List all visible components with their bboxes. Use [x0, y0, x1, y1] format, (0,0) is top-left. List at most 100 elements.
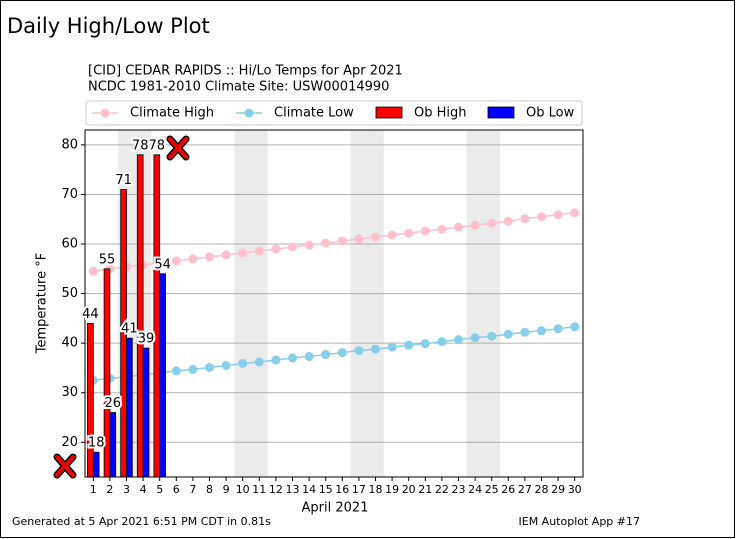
axes-frame — [84, 129, 584, 478]
legend-label: Ob Low — [526, 106, 575, 121]
point — [470, 220, 480, 230]
point — [387, 230, 397, 240]
point — [304, 240, 314, 250]
legend-items: Climate High Climate Low Ob High Ob Low — [92, 106, 575, 121]
y-tick-label: 80 — [61, 137, 78, 152]
point — [171, 256, 181, 266]
point — [387, 342, 397, 352]
x-tick-label: 14 — [302, 483, 316, 496]
legend-swatch — [375, 106, 403, 119]
x-tick-label: 10 — [236, 483, 250, 496]
point — [337, 236, 347, 246]
x-tick-label: 30 — [568, 483, 582, 496]
point — [271, 355, 281, 365]
chart-subtitle: NCDC 1981-2010 Climate Site: USW00014990 — [88, 80, 389, 95]
point — [321, 350, 331, 360]
point — [553, 324, 563, 334]
x-tick-label: 4 — [140, 483, 147, 496]
value-label: 54 — [154, 257, 171, 272]
point — [537, 326, 546, 336]
bar — [136, 154, 144, 478]
point — [288, 353, 297, 363]
point — [487, 218, 497, 228]
point — [171, 366, 181, 376]
x-tick-label: 27 — [518, 483, 532, 496]
point — [520, 214, 530, 224]
point — [553, 210, 563, 220]
bar — [159, 273, 166, 478]
point — [570, 322, 580, 332]
x-tick-label: 21 — [418, 483, 432, 496]
x-tick-label: 1 — [90, 483, 97, 496]
value-label: 39 — [138, 332, 155, 347]
bar — [142, 347, 150, 478]
value-label: 78 — [132, 138, 149, 153]
x-tick-label: 18 — [369, 483, 383, 496]
x-tick-label: 22 — [435, 483, 449, 496]
x-tick-label: 16 — [335, 483, 349, 496]
value-label: 41 — [121, 322, 138, 337]
y-tick-label: 60 — [61, 237, 78, 252]
legend-label: Ob High — [414, 106, 467, 121]
point — [487, 331, 497, 341]
x-tick-label: 19 — [385, 483, 399, 496]
legend-label: Climate Low — [274, 106, 354, 121]
point — [503, 216, 513, 226]
point — [321, 238, 331, 248]
x-tick-label: 9 — [223, 483, 230, 496]
point — [420, 226, 430, 236]
point — [420, 339, 430, 349]
point — [337, 348, 347, 358]
bar — [153, 154, 161, 478]
bar — [103, 268, 111, 478]
x-tick-label: 7 — [189, 483, 196, 496]
point — [404, 228, 414, 238]
x-tick-label: 24 — [468, 483, 482, 496]
point — [205, 252, 214, 262]
point — [503, 329, 513, 339]
point — [304, 352, 314, 362]
point — [371, 344, 380, 354]
footer-right: IEM Autoplot App #17 — [519, 515, 641, 528]
shade — [350, 130, 384, 477]
value-label: 71 — [115, 173, 132, 188]
x-tick-label: 28 — [535, 483, 549, 496]
page-title: Daily High/Low Plot — [7, 14, 210, 38]
x-tick-label: 17 — [352, 483, 366, 496]
point — [537, 212, 546, 222]
x-label: April 2021 — [302, 501, 369, 516]
point — [470, 333, 480, 343]
x-tick-label: 8 — [206, 483, 213, 496]
point — [271, 244, 281, 254]
bar — [126, 337, 133, 478]
value-label: 18 — [88, 436, 105, 451]
legend-swatch — [487, 106, 515, 119]
chart-title: [CID] CEDAR RAPIDS :: Hi/Lo Temps for Ap… — [88, 64, 403, 79]
point — [188, 364, 198, 374]
y-label: Temperature °F — [35, 253, 50, 354]
value-label: 26 — [105, 396, 122, 411]
point — [188, 254, 198, 264]
point — [254, 246, 264, 256]
point — [354, 234, 364, 244]
value-label: 55 — [99, 252, 116, 267]
plot — [85, 144, 583, 478]
point — [371, 232, 380, 242]
point — [238, 248, 248, 258]
point — [437, 224, 447, 234]
x-tick-label: 5 — [156, 483, 163, 496]
point — [238, 358, 248, 368]
point — [205, 362, 214, 372]
x-tick-label: 2 — [106, 483, 113, 496]
value-label: 44 — [82, 307, 99, 322]
y-tick-label: 70 — [61, 187, 78, 202]
x-tick-label: 20 — [402, 483, 416, 496]
value-label: 78 — [149, 138, 166, 153]
shade — [234, 130, 268, 477]
point — [570, 208, 580, 218]
point — [254, 357, 264, 367]
point — [520, 327, 530, 337]
bar — [92, 451, 100, 478]
point — [454, 222, 463, 232]
